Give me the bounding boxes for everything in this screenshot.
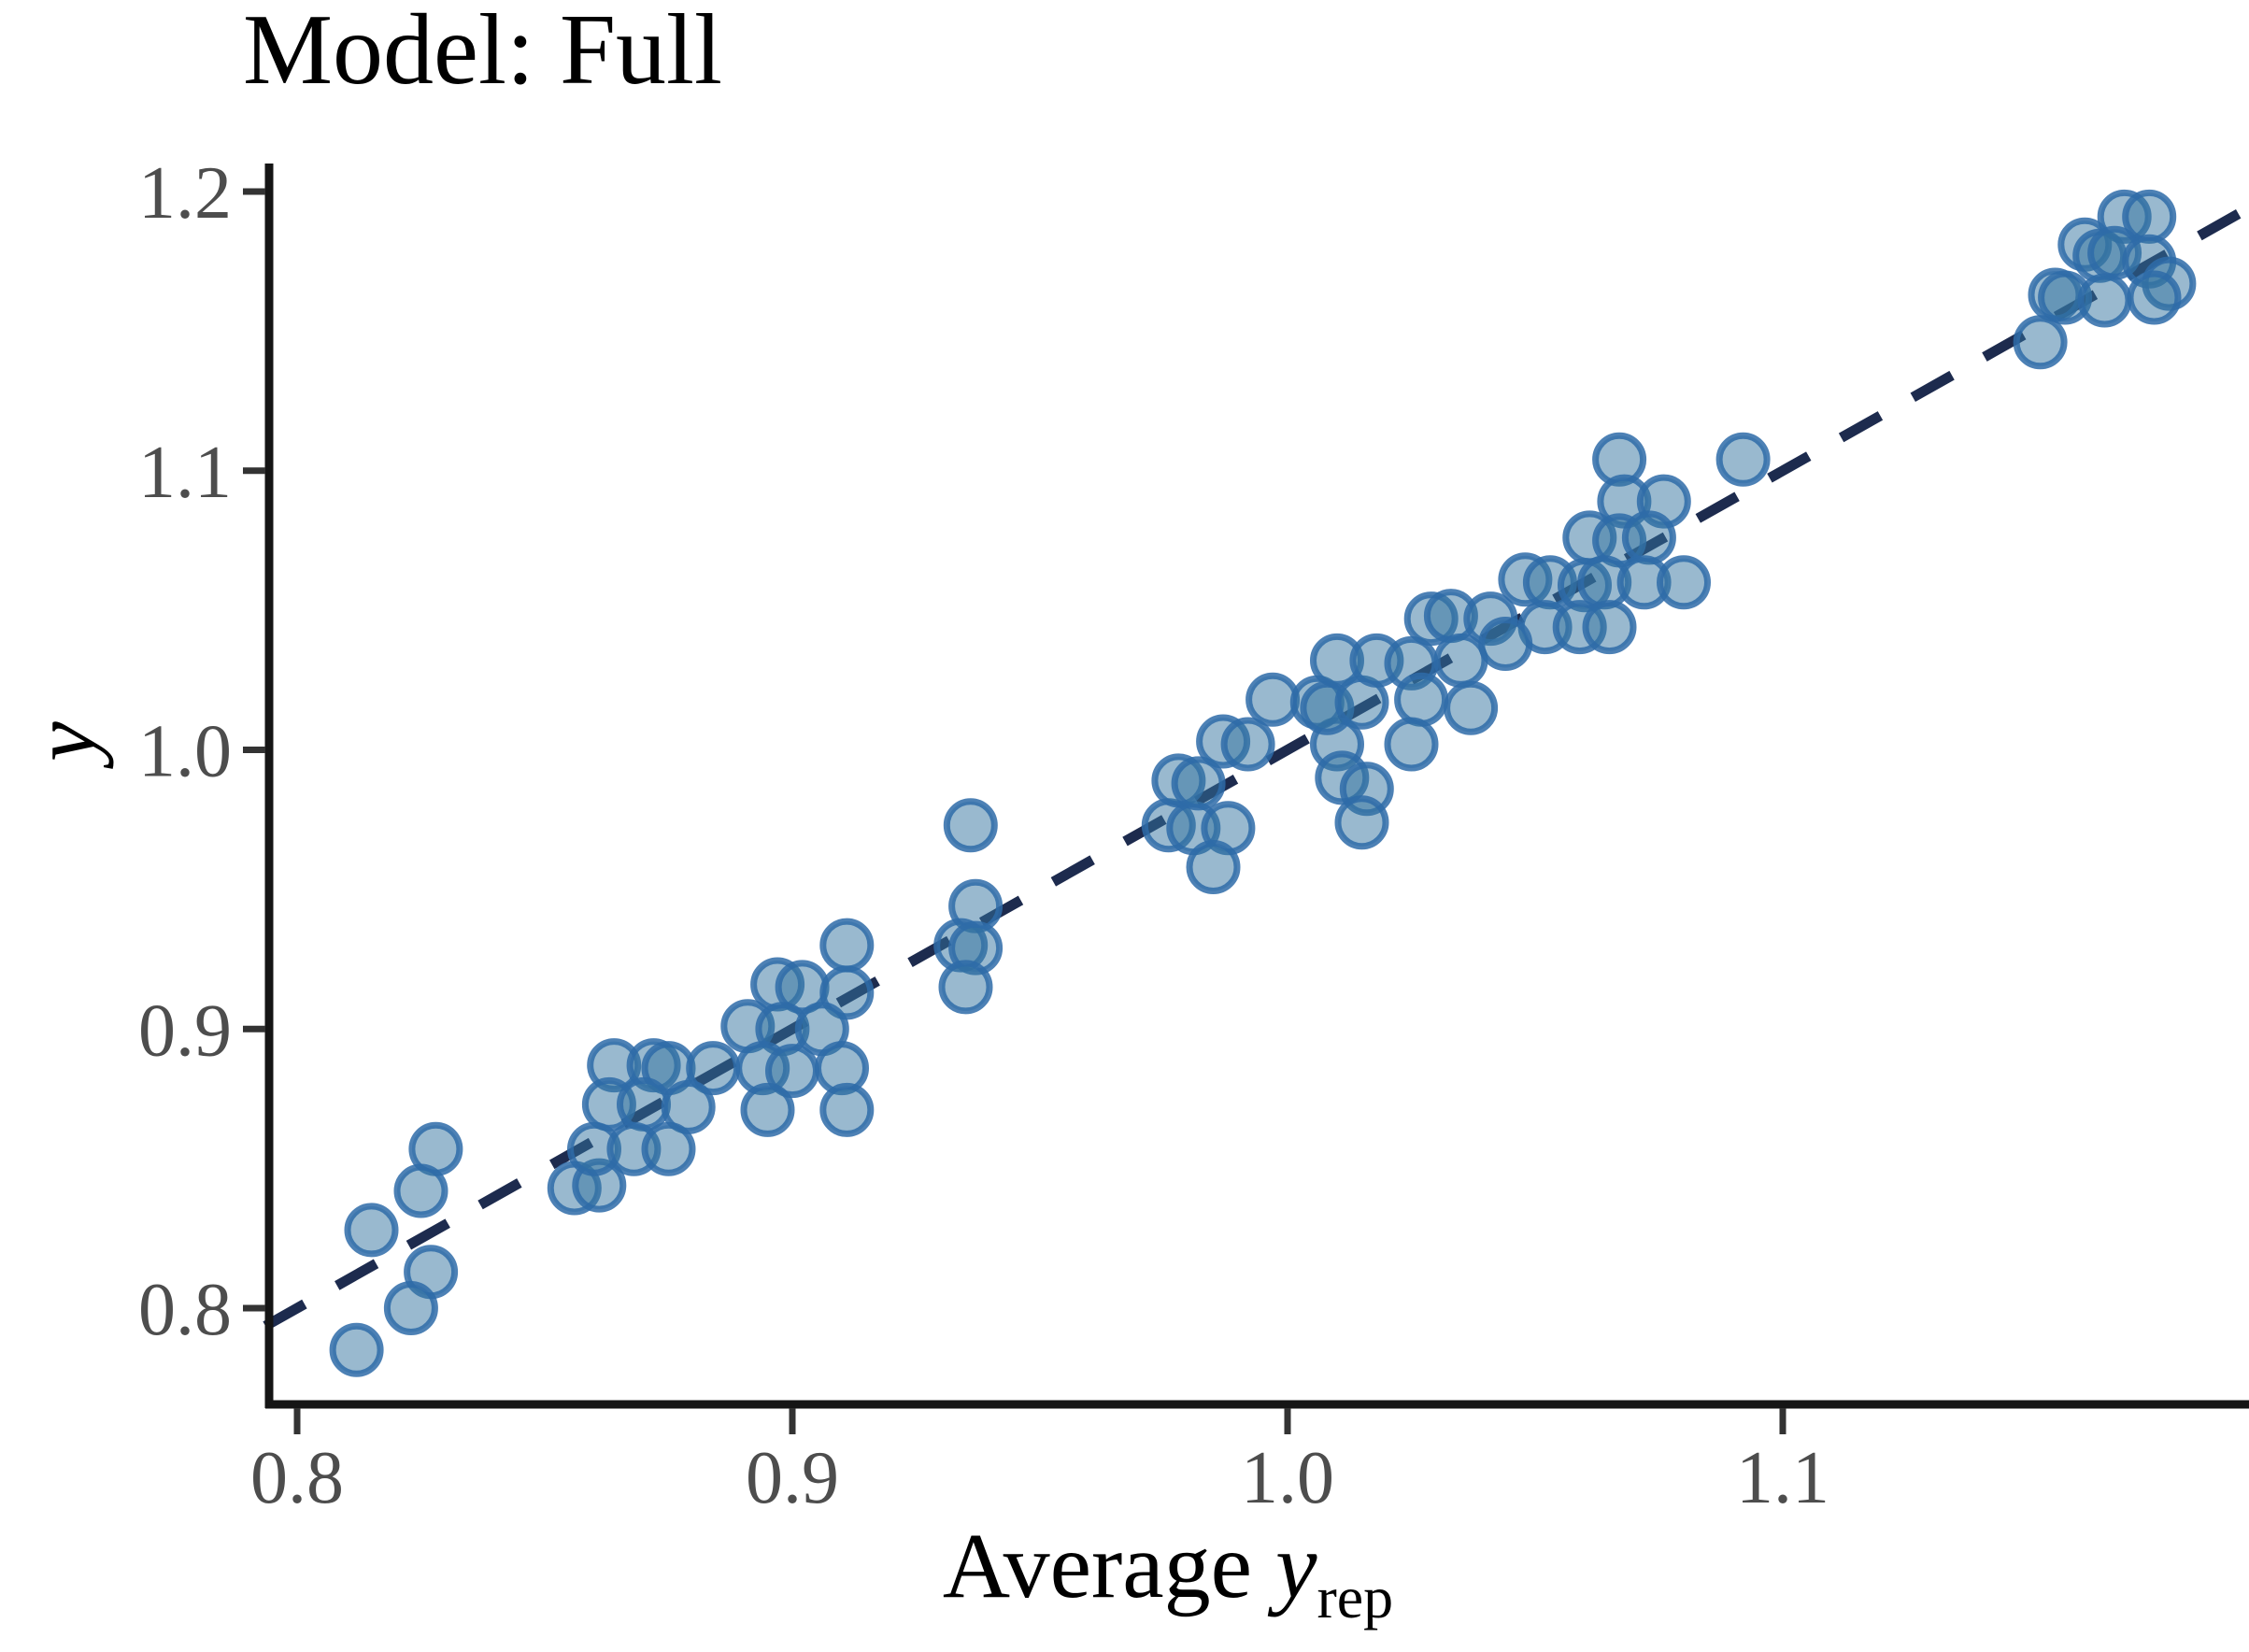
x-axis-label-variable: y: [1275, 1514, 1317, 1617]
y-axis-label: y: [13, 721, 114, 762]
chart-title: Model: Full: [243, 0, 723, 106]
x-tick-label: 0.8: [250, 1437, 344, 1519]
x-axis-label: Average yrep: [234, 1512, 2102, 1632]
data-point: [1621, 510, 1676, 565]
data-point: [819, 1082, 875, 1137]
data-point: [1186, 840, 1241, 894]
data-point: [1394, 672, 1449, 727]
identity-dashed-line: [263, 203, 2249, 1331]
y-tick-label: 1.2: [138, 152, 232, 235]
data-point: [344, 1203, 399, 1258]
data-point: [1444, 680, 1499, 735]
y-tick-label: 1.1: [138, 432, 232, 514]
data-point: [393, 1163, 448, 1218]
data-point: [2013, 315, 2068, 370]
data-point: [943, 798, 998, 853]
x-tick-label: 1.1: [1736, 1437, 1829, 1519]
data-point: [329, 1322, 384, 1377]
data-point: [1582, 600, 1637, 655]
data-point: [383, 1281, 438, 1335]
data-point: [1478, 617, 1533, 671]
data-point: [641, 1121, 696, 1176]
data-point: [1657, 555, 1711, 610]
data-point: [819, 965, 875, 1020]
x-axis-label-subscript: rep: [1317, 1564, 1394, 1631]
data-point: [1171, 756, 1226, 811]
data-point: [1220, 717, 1275, 772]
data-point: [1245, 672, 1301, 727]
y-tick-label: 0.8: [138, 1269, 232, 1351]
y-tick-label: 0.9: [138, 990, 232, 1072]
y-tick-label: 1.0: [138, 711, 232, 793]
x-tick-label: 1.0: [1241, 1437, 1334, 1519]
data-point: [1715, 432, 1771, 487]
data-point: [2127, 270, 2182, 325]
data-point: [1384, 717, 1439, 772]
data-point: [2077, 273, 2132, 328]
x-tick-label: 0.9: [746, 1437, 839, 1519]
data-point: [740, 1082, 795, 1137]
data-point: [617, 1076, 671, 1132]
x-axis-label-prefix: Average: [942, 1514, 1276, 1617]
data-point: [819, 918, 875, 973]
data-point: [1334, 795, 1389, 850]
data-point: [1433, 633, 1488, 688]
data-point: [938, 960, 993, 1015]
